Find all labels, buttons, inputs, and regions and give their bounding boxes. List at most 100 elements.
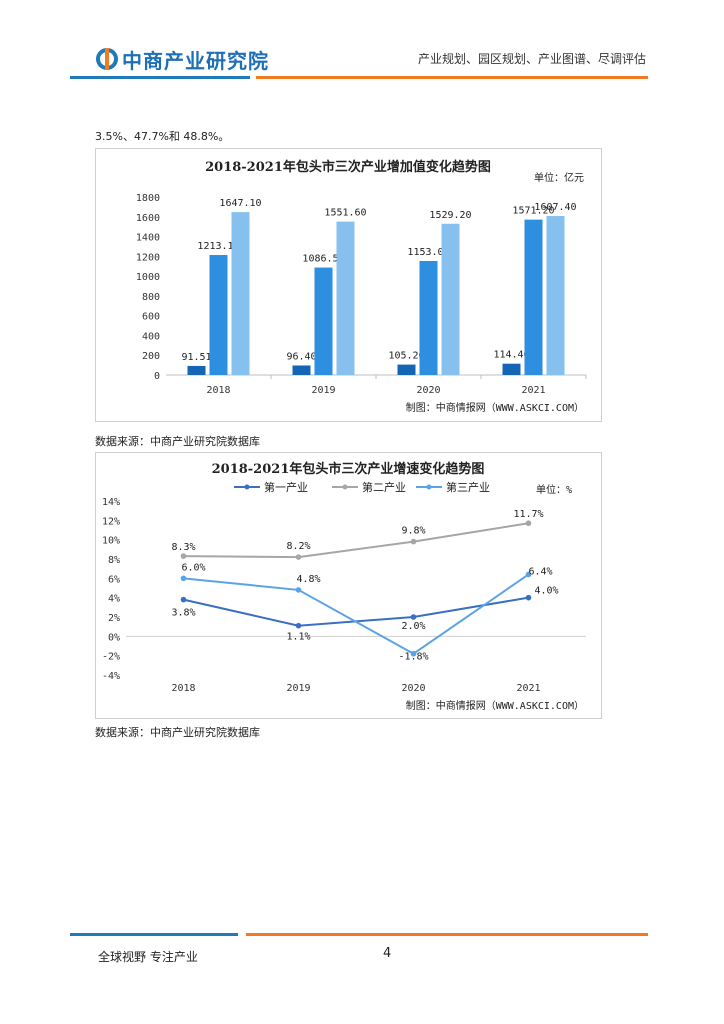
y-tick-label: 0% — [108, 632, 120, 643]
bar — [502, 363, 521, 375]
data-point — [525, 520, 532, 527]
bar-data-label: 114.40 — [493, 350, 529, 361]
data-point — [410, 650, 417, 657]
legend-marker — [426, 484, 432, 490]
data-point — [180, 575, 187, 582]
footer-divider-orange — [246, 933, 648, 936]
data-point-label: 4.8% — [296, 574, 320, 585]
y-tick-label: 200 — [142, 351, 160, 362]
bar — [524, 219, 543, 375]
y-tick-label: 12% — [102, 516, 120, 527]
y-tick-label: 1600 — [136, 213, 160, 224]
data-point-label: 2.0% — [401, 621, 425, 632]
data-point-label: 8.3% — [171, 542, 195, 553]
chart-title: 2018-2021年包头市三次产业增加值变化趋势图 — [205, 159, 491, 175]
header-tagline: 产业规划、园区规划、产业图谱、尽调评估 — [417, 52, 646, 66]
data-point-label: -1.8% — [398, 652, 428, 663]
value-added-chart: 2018-2021年包头市三次产业增加值变化趋势图单位：亿元 0 200 400 600… — [95, 148, 602, 422]
data-source-2: 数据来源：中商产业研究院数据库 — [95, 726, 260, 739]
bar — [292, 365, 311, 375]
data-point — [295, 587, 302, 593]
data-point-label: 11.7% — [513, 509, 543, 520]
y-tick-label: 14% — [102, 497, 120, 508]
y-tick-label: 600 — [142, 312, 160, 323]
bar — [419, 260, 438, 375]
bar — [546, 216, 565, 375]
bar — [231, 212, 250, 375]
y-tick-label: 1000 — [136, 272, 160, 283]
data-point-label: 3.8% — [171, 608, 195, 619]
data-point — [410, 614, 417, 620]
y-tick-label: 800 — [142, 292, 160, 303]
data-source-1: 数据来源：中商产业研究院数据库 — [95, 435, 260, 448]
data-point — [295, 554, 302, 560]
x-tick-label: 2019 — [286, 683, 310, 694]
y-tick-label: 4% — [108, 594, 120, 605]
x-tick-label: 2020 — [401, 683, 425, 694]
series-line — [183, 573, 530, 655]
y-tick-label: 1200 — [136, 252, 160, 263]
bar-data-label: 1153.00 — [407, 247, 449, 258]
y-tick-label: 10% — [102, 536, 120, 547]
bar — [397, 364, 416, 375]
chart-unit-label: 单位：% — [536, 483, 572, 496]
y-tick-label: -4% — [102, 671, 120, 682]
legend-label: 第二产业 — [362, 480, 406, 494]
logo-text: 中商产业研究院 — [122, 48, 269, 73]
legend-label: 第一产业 — [264, 480, 308, 494]
y-tick-label: 2% — [108, 613, 120, 624]
bar — [187, 365, 206, 375]
y-tick-label: 1800 — [136, 193, 160, 204]
x-tick-label: 2018 — [171, 683, 195, 694]
chart-unit-label: 单位：亿元 — [534, 171, 584, 184]
data-point-label: 6.4% — [528, 566, 552, 577]
data-point — [525, 571, 532, 578]
bar-data-label: 1571.20 — [512, 206, 554, 217]
header-divider-orange — [256, 76, 648, 79]
y-tick-label: 400 — [142, 331, 160, 342]
chart-credit: 制图：中商情报网（WWW.ASKCI.COM） — [406, 401, 584, 414]
legend-marker — [342, 484, 348, 490]
bar-data-label: 1213.19 — [197, 241, 239, 252]
bar-data-label: 1647.10 — [219, 198, 261, 209]
y-tick-label: 1400 — [136, 233, 160, 244]
data-point-label: 4.0% — [534, 586, 558, 597]
data-point — [180, 553, 187, 559]
y-tick-label: 8% — [108, 555, 120, 566]
x-tick-label: 2020 — [416, 385, 440, 396]
page-number: 4 — [383, 946, 392, 961]
bar — [314, 267, 333, 375]
data-point — [410, 538, 417, 545]
bar-data-label: 1086.50 — [302, 254, 344, 265]
logo: 中商产业研究院 — [96, 44, 269, 74]
x-tick-label: 2018 — [206, 385, 230, 396]
header-divider-blue — [70, 76, 250, 79]
series-line — [183, 522, 529, 559]
data-point-label: 9.8% — [401, 526, 425, 537]
y-tick-label: 0 — [154, 371, 160, 382]
intro-paragraph: 3.5%、47.7%和 48.8%。 — [95, 130, 230, 143]
bar-data-label: 1551.60 — [324, 208, 366, 219]
legend-marker — [244, 484, 250, 490]
bar-data-label: 96.40 — [286, 351, 316, 362]
legend-label: 第三产业 — [446, 480, 490, 494]
data-point-label: 1.1% — [286, 632, 310, 643]
data-point — [525, 594, 532, 601]
data-point-label: 6.0% — [181, 562, 205, 573]
bar — [336, 221, 355, 375]
data-point-label: 8.2% — [286, 541, 310, 552]
x-tick-label: 2021 — [521, 385, 545, 396]
chart-credit: 制图：中商情报网（WWW.ASKCI.COM） — [406, 699, 584, 712]
footer-divider-blue — [70, 933, 238, 936]
bar — [209, 255, 228, 375]
y-tick-label: 6% — [108, 574, 120, 585]
bar-data-label: 1529.20 — [429, 210, 471, 221]
x-tick-label: 2019 — [311, 385, 335, 396]
bar — [441, 223, 460, 375]
footer-slogan: 全球视野 专注产业 — [98, 950, 198, 964]
logo-icon — [96, 48, 118, 70]
bar-data-label: 1607.40 — [534, 202, 576, 213]
bar-data-label: 91.51 — [181, 352, 211, 363]
